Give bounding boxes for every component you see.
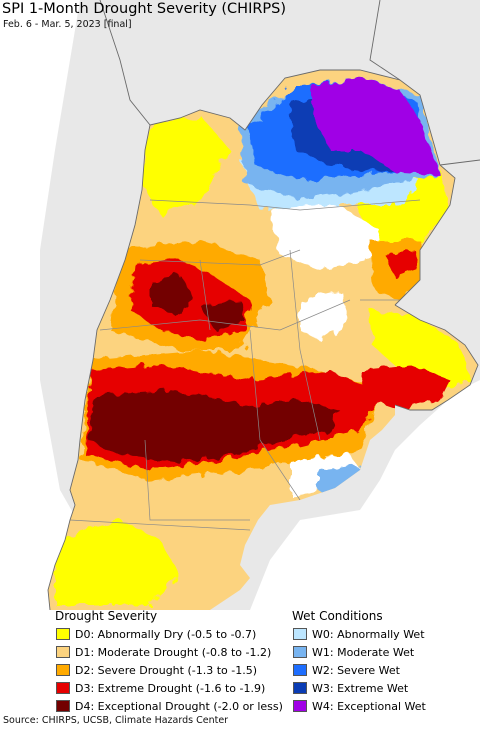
zone-d3-west — [130, 260, 250, 340]
legend-label-d0: D0: Abnormally Dry (-0.5 to -0.7) — [75, 627, 257, 641]
province-borders — [69, 199, 450, 531]
zone-w1 — [240, 78, 440, 200]
legend-swatch-d2 — [56, 664, 70, 676]
zone-d4-central — [88, 390, 340, 462]
legend-item-d2: D2: Severe Drought (-1.3 to -1.5) — [56, 662, 257, 678]
ocean-atlantic — [250, 380, 480, 610]
legend-swatch-d1 — [56, 646, 70, 658]
zone-d0-north — [140, 115, 230, 215]
legend-item-w1: W1: Moderate Wet — [293, 644, 414, 660]
legend-swatch-d4 — [56, 700, 70, 712]
source-credit: Source: CHIRPS, UCSB, Climate Hazards Ce… — [3, 715, 229, 726]
legend-item-d1: D1: Moderate Drought (-0.8 to -1.2) — [56, 644, 271, 660]
map-subtitle: Feb. 6 - Mar. 5, 2023 [final] — [3, 19, 132, 30]
legend-swatch-w3 — [293, 682, 307, 694]
legend-swatch-w4 — [293, 700, 307, 712]
legend-label-w3: W3: Extreme Wet — [312, 681, 409, 695]
legend-label-d3: D3: Extreme Drought (-1.6 to -1.9) — [75, 681, 266, 695]
zone-d4-west — [150, 275, 195, 315]
legend-label-d4: D4: Exceptional Drought (-2.0 or less) — [75, 699, 283, 713]
land-outside — [0, 0, 480, 610]
zone-w2 — [248, 80, 432, 180]
zone-w4 — [310, 78, 440, 175]
legend-label-w0: W0: Abnormally Wet — [312, 627, 425, 641]
zone-d2-west — [110, 240, 270, 350]
zone-w3 — [290, 90, 435, 172]
legend-label-d2: D2: Severe Drought (-1.3 to -1.5) — [75, 663, 258, 677]
legend-swatch-w0 — [293, 628, 307, 640]
legend-label-w4: W4: Exceptional Wet — [312, 699, 426, 713]
wet-legend-heading: Wet Conditions — [292, 609, 383, 623]
country-borders — [47, 0, 480, 610]
legend-swatch-d3 — [56, 682, 70, 694]
legend-item-d0: D0: Abnormally Dry (-0.5 to -0.7) — [56, 626, 256, 642]
drought-map — [0, 0, 480, 610]
legend-swatch-w2 — [293, 664, 307, 676]
zone-normal-central — [270, 200, 380, 270]
zone-w0 — [240, 160, 420, 210]
legend-item-d4: D4: Exceptional Drought (-2.0 or less) — [56, 698, 283, 714]
map-title: SPI 1-Month Drought Severity (CHIRPS) — [2, 1, 287, 17]
legend-label-d1: D1: Moderate Drought (-0.8 to -1.2) — [75, 645, 272, 659]
zone-d2-central — [80, 350, 380, 480]
base-d1 — [48, 70, 478, 610]
legend-item-w3: W3: Extreme Wet — [293, 680, 408, 696]
zone-d0-east — [360, 170, 450, 250]
legend-item-w2: W2: Severe Wet — [293, 662, 400, 678]
zone-w1-south — [320, 465, 370, 500]
zone-normal-east — [300, 290, 350, 340]
zone-d4-mid — [200, 300, 245, 330]
zone-d2-east — [370, 240, 430, 300]
ocean-pacific — [0, 0, 40, 610]
zone-d3-north — [385, 250, 418, 278]
legend-item-w4: W4: Exceptional Wet — [293, 698, 426, 714]
legend-label-w1: W1: Moderate Wet — [312, 645, 415, 659]
zone-d0-south — [55, 520, 180, 605]
zone-d3-central — [85, 365, 380, 470]
legend-item-w0: W0: Abnormally Wet — [293, 626, 425, 642]
zone-d0-uruguay — [370, 310, 470, 390]
legend-label-w2: W2: Severe Wet — [312, 663, 400, 677]
drought-legend-heading: Drought Severity — [55, 609, 158, 623]
zone-normal-southeast — [290, 440, 360, 495]
legend-swatch-d0 — [56, 628, 70, 640]
zone-d3-uruguay — [360, 365, 450, 410]
legend-item-d3: D3: Extreme Drought (-1.6 to -1.9) — [56, 680, 265, 696]
legend-swatch-w1 — [293, 646, 307, 658]
